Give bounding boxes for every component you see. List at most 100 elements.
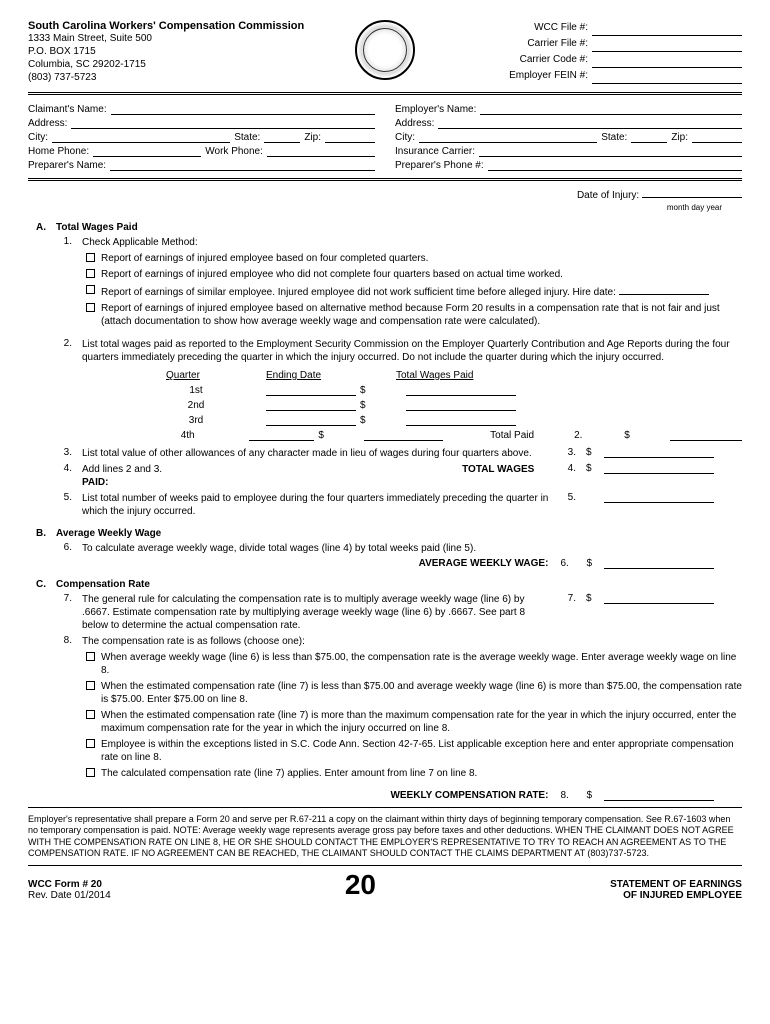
line-7-num: 7. [562, 593, 576, 604]
org-addr3: Columbia, SC 29202-1715 [28, 58, 335, 71]
claimant-name-field[interactable] [111, 104, 375, 115]
org-title: South Carolina Workers' Compensation Com… [28, 20, 335, 32]
preparer-name-field[interactable] [110, 160, 375, 171]
claimant-state-field[interactable] [264, 132, 300, 143]
checkbox-1c[interactable] [86, 285, 95, 294]
line-8-field[interactable] [604, 790, 714, 801]
checkbox-8d[interactable] [86, 739, 95, 748]
employer-addr-field[interactable] [438, 118, 742, 129]
fein-field[interactable] [592, 74, 742, 84]
total-paid-field[interactable] [670, 430, 742, 441]
claimant-zip-label: Zip: [304, 132, 321, 143]
item-2-num: 2. [58, 338, 72, 364]
carrier-code-field[interactable] [592, 58, 742, 68]
line-5-field[interactable] [604, 492, 714, 503]
claimant-city-label: City: [28, 132, 48, 143]
form-title-2: OF INJURED EMPLOYEE [610, 890, 742, 901]
checkbox-1a[interactable] [86, 253, 95, 262]
employer-name-field[interactable] [480, 104, 742, 115]
item-3-num: 3. [58, 447, 72, 458]
preparer-name-label: Preparer's Name: [28, 160, 106, 171]
employer-state-field[interactable] [631, 132, 667, 143]
item-4-txt: Add lines 2 and 3. TOTAL WAGES PAID: [82, 463, 552, 489]
checkbox-1a-label: Report of earnings of injured employee b… [101, 252, 742, 265]
employer-zip-label: Zip: [671, 132, 688, 143]
item-7-txt: The general rule for calculating the com… [82, 593, 552, 632]
ending-date-1[interactable] [266, 385, 356, 396]
employer-state-label: State: [601, 132, 627, 143]
line-7-field[interactable] [604, 593, 714, 604]
line-3-field[interactable] [604, 447, 714, 458]
claimant-city-field[interactable] [52, 132, 230, 143]
avg-wage-label: AVERAGE WEEKLY WAGE: [419, 558, 549, 569]
party-info: Claimant's Name: Address: City: State: Z… [28, 101, 742, 174]
wages-3[interactable] [406, 415, 516, 426]
work-phone-label: Work Phone: [205, 146, 263, 157]
date-injury-format: month day year [28, 203, 742, 212]
checkbox-8c[interactable] [86, 710, 95, 719]
wage-col-quarter: Quarter [166, 370, 226, 381]
wages-4[interactable] [364, 430, 444, 441]
date-injury-field[interactable] [642, 187, 742, 198]
checkbox-8e[interactable] [86, 768, 95, 777]
checkbox-8b[interactable] [86, 681, 95, 690]
section-b-title: Average Weekly Wage [56, 528, 161, 539]
home-phone-field[interactable] [93, 146, 201, 157]
form-number: WCC Form # 20 [28, 879, 111, 890]
employer-city-field[interactable] [419, 132, 597, 143]
item-7-num: 7. [58, 593, 72, 604]
item-6-num: 6. [58, 542, 72, 553]
total-paid-label: Total Paid [483, 430, 534, 441]
item-3-txt: List total value of other allowances of … [82, 447, 552, 460]
section-a-title: Total Wages Paid [56, 222, 138, 233]
employer-addr-label: Address: [395, 118, 434, 129]
insurance-carrier-field[interactable] [479, 146, 742, 157]
item-8-num: 8. [58, 635, 72, 648]
claimant-addr-field[interactable] [71, 118, 375, 129]
wcc-file-field[interactable] [592, 26, 742, 36]
work-phone-field[interactable] [267, 146, 375, 157]
checkbox-8a[interactable] [86, 652, 95, 661]
claimant-state-label: State: [234, 132, 260, 143]
date-of-injury-row: Date of Injury: [28, 187, 742, 201]
checkbox-8a-label: When average weekly wage (line 6) is les… [101, 651, 742, 677]
line-6-num: 6. [560, 558, 574, 569]
org-phone: (803) 737-5723 [28, 71, 335, 84]
checkbox-1b[interactable] [86, 269, 95, 278]
footer-note: Employer's representative shall prepare … [28, 814, 742, 859]
form-big-number: 20 [345, 869, 376, 901]
line-6-field[interactable] [604, 558, 714, 569]
preparer-phone-label: Preparer's Phone #: [395, 160, 484, 171]
item-5-num: 5. [58, 492, 72, 503]
claimant-name-label: Claimant's Name: [28, 104, 107, 115]
section-c-title: Compensation Rate [56, 579, 150, 590]
weekly-comp-label: WEEKLY COMPENSATION RATE: [390, 790, 548, 801]
line-4-field[interactable] [604, 463, 714, 474]
checkbox-8b-label: When the estimated compensation rate (li… [101, 680, 742, 706]
wages-1[interactable] [406, 385, 516, 396]
ending-date-3[interactable] [266, 415, 356, 426]
checkbox-8c-label: When the estimated compensation rate (li… [101, 709, 742, 735]
claimant-zip-field[interactable] [325, 132, 375, 143]
item-2-txt: List total wages paid as reported to the… [82, 338, 742, 364]
wages-2[interactable] [406, 400, 516, 411]
section-c-letter: C. [36, 579, 46, 590]
form-title-1: STATEMENT OF EARNINGS [610, 879, 742, 890]
ending-date-2[interactable] [266, 400, 356, 411]
preparer-phone-field[interactable] [488, 160, 742, 171]
hire-date-field[interactable] [619, 284, 709, 295]
checkbox-1d[interactable] [86, 303, 95, 312]
date-injury-label: Date of Injury: [577, 190, 639, 201]
ending-date-4[interactable] [249, 430, 314, 441]
quarter-2: 2nd [166, 400, 226, 411]
line-8-num: 8. [560, 790, 574, 801]
revision-date: Rev. Date 01/2014 [28, 890, 111, 901]
wage-table: Quarter Ending Date Total Wages Paid 1st… [166, 370, 742, 441]
employer-zip-field[interactable] [692, 132, 742, 143]
item-8-txt: The compensation rate is as follows (cho… [82, 635, 742, 648]
employer-col: Employer's Name: Address: City: State: Z… [395, 101, 742, 174]
carrier-file-label: Carrier File #: [527, 36, 588, 52]
fein-label: Employer FEIN #: [509, 68, 588, 84]
line-4-num: 4. [562, 463, 576, 474]
carrier-file-field[interactable] [592, 42, 742, 52]
